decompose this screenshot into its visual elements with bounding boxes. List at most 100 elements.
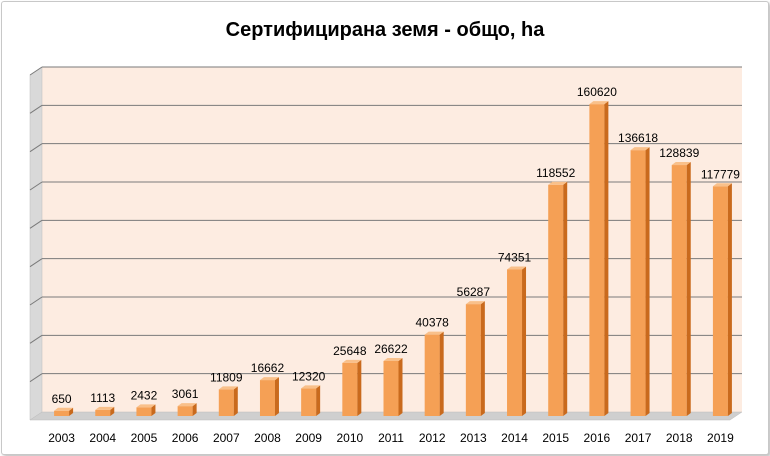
data-label: 25648 <box>333 344 367 358</box>
data-label: 40378 <box>415 316 449 330</box>
bar <box>507 266 527 416</box>
bar <box>259 377 279 416</box>
bar <box>712 183 732 416</box>
bar-top <box>712 183 732 187</box>
x-tick-label: 2004 <box>89 431 116 445</box>
data-label: 2432 <box>131 388 158 402</box>
gridline-side <box>29 181 43 191</box>
bar-side <box>439 331 444 416</box>
gridline-side <box>29 296 43 306</box>
bar-front <box>589 104 605 417</box>
bar-front <box>548 184 564 416</box>
bar-top <box>383 357 403 361</box>
bar <box>671 162 691 416</box>
x-tick-label: 2019 <box>707 431 734 445</box>
bar-side <box>686 162 691 416</box>
bar-side <box>192 403 197 416</box>
gridline-side <box>29 143 43 153</box>
bar-front <box>259 380 275 416</box>
bar-front <box>342 362 358 416</box>
bar-front <box>301 388 317 416</box>
x-tick-label: 2005 <box>131 431 158 445</box>
x-tick-label: 2014 <box>501 431 528 445</box>
x-tick-label: 2003 <box>48 431 75 445</box>
data-label: 3061 <box>172 387 199 401</box>
bars <box>54 101 732 417</box>
bar-side <box>357 359 362 416</box>
bar-side <box>398 357 403 416</box>
data-labels: 650 1113 2432 3061 11809 16662 12320 25648 26622… <box>52 85 741 406</box>
bar-front <box>671 165 687 416</box>
x-tick-label: 2008 <box>254 431 281 445</box>
x-tick-label: 2017 <box>625 431 652 445</box>
bar-side <box>274 377 279 416</box>
bar <box>218 386 238 416</box>
bar <box>589 101 609 417</box>
bar-side <box>69 407 74 416</box>
x-tick-label: 2015 <box>542 431 569 445</box>
gridlines <box>29 66 742 383</box>
x-tick-label: 2011 <box>378 431 404 445</box>
data-label: 56287 <box>457 285 491 299</box>
bar <box>136 404 156 416</box>
gridline-side <box>29 219 43 229</box>
data-label: 11809 <box>210 370 243 384</box>
bar-top <box>671 162 691 166</box>
bar-front <box>136 407 152 416</box>
bar-front <box>465 304 481 416</box>
bar-front <box>424 334 440 416</box>
data-label: 1113 <box>90 391 115 405</box>
bar-top <box>507 266 527 270</box>
bar-side <box>727 183 732 416</box>
bar-side <box>522 266 527 416</box>
bar-top <box>54 407 74 411</box>
bar-top <box>95 406 115 410</box>
bar-side <box>110 406 115 416</box>
side-wall <box>29 66 43 421</box>
bar <box>301 385 321 416</box>
bar-side <box>316 385 321 416</box>
bar-top <box>548 181 568 185</box>
x-tick-label: 2006 <box>172 431 199 445</box>
data-label: 117779 <box>701 167 740 181</box>
bar-front <box>507 269 523 416</box>
data-label: 26622 <box>374 342 408 356</box>
gridline-side <box>29 334 43 344</box>
bar-top <box>218 386 238 390</box>
bar-side <box>233 386 238 416</box>
bar-top <box>259 377 279 381</box>
bar <box>95 406 115 416</box>
x-tick-label: 2013 <box>460 431 487 445</box>
gridline-side <box>29 104 43 114</box>
x-tick-label: 2009 <box>295 431 322 445</box>
bar-top <box>301 385 321 389</box>
data-label: 136618 <box>618 131 658 145</box>
bar-front <box>712 186 728 416</box>
bar-front <box>218 389 234 416</box>
bar-top <box>342 359 362 363</box>
bar <box>342 359 362 416</box>
x-tick-label: 2010 <box>336 431 363 445</box>
bar <box>424 331 444 416</box>
data-label: 160620 <box>577 85 617 99</box>
data-label: 12320 <box>292 369 326 383</box>
gridline-side <box>29 66 43 76</box>
bar-side <box>480 301 485 416</box>
bar-top <box>424 331 444 335</box>
x-axis-ticks: 2003 2004 2005 2006 2007 2008 2009 2010 2011 2012… <box>48 431 734 445</box>
gridline-side <box>29 258 43 268</box>
data-label: 16662 <box>251 361 285 375</box>
bar-side <box>645 147 650 416</box>
bar-front <box>54 410 70 416</box>
x-tick-label: 2007 <box>213 431 240 445</box>
x-tick-label: 2012 <box>419 431 446 445</box>
bar <box>630 147 650 416</box>
bar-top <box>136 404 156 408</box>
bar <box>383 357 403 416</box>
bar-front <box>383 360 399 416</box>
bar-side <box>604 101 609 417</box>
bar-front <box>630 150 646 416</box>
gridline-side <box>29 373 43 383</box>
